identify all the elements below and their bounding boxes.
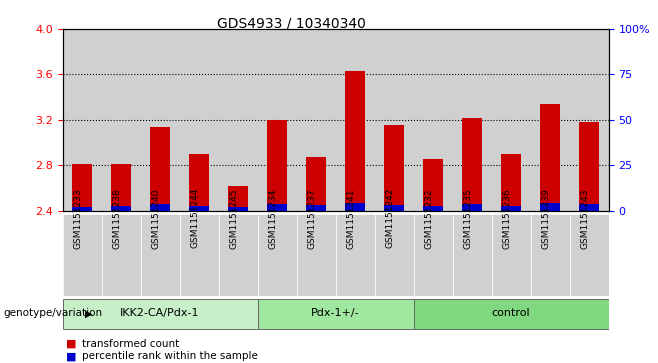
Text: GSM1151238: GSM1151238 (112, 188, 121, 249)
Bar (570, 29, 609, 211)
Bar (150, 204, 170, 211)
Bar (111, 206, 131, 211)
Bar (190, 206, 209, 211)
Bar (540, 203, 560, 211)
Text: GSM1151240: GSM1151240 (151, 188, 160, 249)
FancyBboxPatch shape (414, 299, 609, 329)
Text: GSM1151234: GSM1151234 (268, 188, 277, 249)
Bar (463, 204, 482, 211)
Bar (530, 29, 570, 211)
Bar (463, 118, 482, 211)
FancyBboxPatch shape (257, 214, 297, 296)
Bar (218, 29, 257, 211)
FancyBboxPatch shape (101, 214, 141, 296)
FancyBboxPatch shape (336, 214, 374, 296)
Bar (257, 29, 297, 211)
Bar (72, 164, 91, 211)
FancyBboxPatch shape (63, 299, 257, 329)
Text: ▶: ▶ (85, 309, 93, 319)
Bar (423, 159, 443, 211)
Text: GSM1151241: GSM1151241 (346, 188, 355, 249)
FancyBboxPatch shape (530, 214, 570, 296)
Bar (414, 29, 453, 211)
Text: GSM1151237: GSM1151237 (307, 188, 316, 249)
Bar (228, 185, 248, 211)
FancyBboxPatch shape (374, 214, 414, 296)
Bar (580, 122, 599, 211)
Bar (267, 120, 287, 211)
Bar (501, 206, 521, 211)
FancyBboxPatch shape (63, 214, 101, 296)
Text: transformed count: transformed count (82, 339, 180, 349)
Bar (345, 203, 365, 211)
Bar (384, 205, 404, 211)
Bar (267, 204, 287, 211)
Text: GDS4933 / 10340340: GDS4933 / 10340340 (217, 16, 367, 30)
Bar (101, 29, 141, 211)
Text: percentile rank within the sample: percentile rank within the sample (82, 351, 258, 362)
Bar (111, 164, 131, 211)
Text: ■: ■ (66, 351, 76, 362)
Bar (63, 29, 101, 211)
Text: genotype/variation: genotype/variation (3, 308, 103, 318)
Bar (423, 206, 443, 211)
FancyBboxPatch shape (141, 214, 180, 296)
Bar (374, 29, 414, 211)
Bar (580, 204, 599, 211)
Text: GSM1151243: GSM1151243 (580, 188, 589, 249)
Text: GSM1151244: GSM1151244 (190, 188, 199, 248)
FancyBboxPatch shape (492, 214, 530, 296)
FancyBboxPatch shape (414, 214, 453, 296)
FancyBboxPatch shape (180, 214, 218, 296)
Text: ■: ■ (66, 339, 76, 349)
Text: GSM1151235: GSM1151235 (463, 188, 472, 249)
Bar (384, 126, 404, 211)
Text: GSM1151239: GSM1151239 (541, 188, 550, 249)
FancyBboxPatch shape (453, 214, 492, 296)
Text: GSM1151242: GSM1151242 (385, 188, 394, 248)
FancyBboxPatch shape (570, 214, 609, 296)
Text: Pdx-1+/-: Pdx-1+/- (311, 308, 360, 318)
Bar (141, 29, 180, 211)
Bar (180, 29, 218, 211)
Bar (228, 207, 248, 211)
Bar (492, 29, 530, 211)
FancyBboxPatch shape (218, 214, 257, 296)
Bar (297, 29, 336, 211)
Bar (307, 157, 326, 211)
Bar (345, 71, 365, 211)
Bar (453, 29, 492, 211)
FancyBboxPatch shape (257, 299, 414, 329)
Text: IKK2-CA/Pdx-1: IKK2-CA/Pdx-1 (120, 308, 200, 318)
Bar (501, 154, 521, 211)
Bar (72, 207, 91, 211)
Bar (307, 205, 326, 211)
Text: GSM1151232: GSM1151232 (424, 188, 433, 249)
Text: control: control (492, 308, 530, 318)
Bar (190, 154, 209, 211)
Text: GSM1151233: GSM1151233 (73, 188, 82, 249)
FancyBboxPatch shape (297, 214, 336, 296)
Text: GSM1151245: GSM1151245 (229, 188, 238, 249)
Bar (150, 127, 170, 211)
Bar (336, 29, 374, 211)
Bar (540, 104, 560, 211)
Text: GSM1151236: GSM1151236 (502, 188, 511, 249)
